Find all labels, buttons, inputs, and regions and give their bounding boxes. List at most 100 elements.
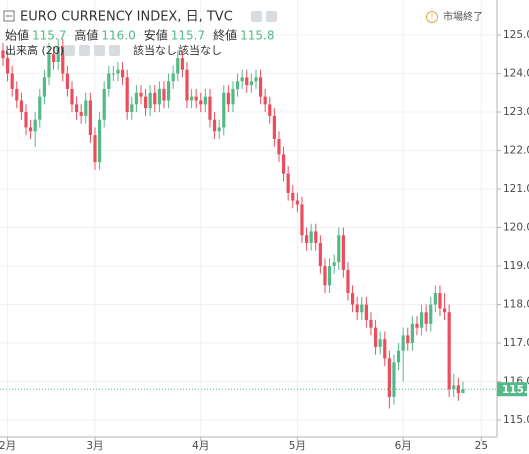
candle-body	[378, 339, 382, 347]
candle-body	[240, 77, 244, 82]
candle-body	[194, 96, 198, 101]
candle-body	[410, 323, 414, 344]
legend-label: 始値	[5, 28, 29, 43]
candle-body	[120, 69, 125, 78]
candle-body	[189, 96, 194, 101]
candle-body	[396, 350, 401, 363]
candle-body	[97, 119, 102, 163]
candle-body	[51, 54, 56, 62]
candle-body	[304, 235, 309, 243]
candle-body	[433, 293, 437, 305]
candle-body	[245, 77, 249, 86]
candle-body	[162, 88, 166, 101]
candle-body	[157, 88, 161, 105]
candle-body	[355, 304, 359, 313]
volume-remove-button[interactable]	[109, 45, 120, 56]
candle-body	[199, 100, 203, 105]
candle-body	[291, 192, 295, 201]
volume-settings-button[interactable]	[79, 45, 90, 56]
candle-body	[419, 312, 424, 328]
candle-body	[84, 100, 88, 116]
candle-body	[249, 81, 253, 86]
candle-body	[93, 135, 97, 163]
candle-body	[74, 104, 79, 113]
candle-body	[116, 69, 120, 74]
status-icon	[426, 11, 438, 23]
candle-body	[364, 304, 368, 320]
x-tick-label: 5月	[289, 440, 306, 452]
candle-body	[24, 112, 28, 128]
candle-body	[5, 58, 10, 74]
candle-body	[130, 104, 134, 113]
candle-body	[217, 127, 221, 132]
candle-body	[203, 96, 207, 105]
volume-value: 該当なし	[133, 43, 177, 57]
candle-body	[235, 81, 240, 89]
candle-body	[212, 119, 217, 132]
legend-value: 115.7	[171, 29, 205, 43]
candle-body	[208, 96, 212, 120]
candle-body	[346, 269, 350, 294]
candle-body	[38, 96, 42, 120]
candle-body	[254, 77, 258, 82]
candle-body	[452, 385, 456, 390]
candle-body	[332, 262, 336, 267]
volume-add-button[interactable]	[94, 45, 105, 56]
y-tick-label: 121.0	[503, 183, 529, 195]
candle-body	[56, 46, 60, 62]
y-tick-label: 118.0	[503, 299, 529, 311]
candle-body	[185, 69, 189, 101]
candle-body	[268, 104, 272, 116]
candle-body	[61, 46, 65, 74]
candle-body	[341, 235, 345, 270]
grid-layer	[0, 0, 497, 437]
candle-body	[42, 77, 46, 97]
candle-body	[231, 88, 235, 105]
y-tick-label: 123.0	[503, 106, 529, 118]
candle-body	[429, 304, 433, 324]
legend-value: 115.7	[32, 29, 66, 43]
collapse-icon[interactable]	[3, 10, 15, 22]
settings-button[interactable]	[266, 11, 277, 22]
candle-body	[438, 293, 442, 309]
candle-body	[350, 293, 355, 305]
last-price-box	[497, 382, 527, 397]
candle-body	[392, 362, 396, 397]
volume-eye-button[interactable]	[64, 45, 75, 56]
candle-body	[19, 100, 23, 113]
candle-body	[171, 73, 175, 82]
legend-label: 終値	[213, 28, 237, 43]
candle-body	[295, 200, 299, 205]
candle-body	[277, 138, 281, 155]
x-tick-label: 25	[475, 440, 488, 452]
candle-body	[263, 96, 267, 105]
market-status: 市場終了	[443, 10, 483, 23]
x-tick-label: 6月	[395, 440, 412, 452]
candle-body	[456, 385, 460, 394]
candle-body	[102, 88, 106, 120]
eye-button[interactable]	[251, 11, 262, 22]
candle-body	[272, 115, 276, 139]
legend-value: 116.0	[101, 29, 135, 43]
candle-body	[65, 73, 69, 89]
y-tick-label: 115.0	[503, 414, 529, 426]
candles	[0, 38, 497, 409]
candle-body	[318, 242, 322, 267]
candle-body	[286, 173, 290, 193]
y-tick-label: 122.0	[503, 145, 529, 157]
y-tick-label: 120.0	[503, 222, 529, 234]
candle-body	[166, 81, 171, 101]
candle-body	[70, 88, 74, 105]
candle-body	[139, 92, 143, 97]
candle-body	[176, 58, 180, 74]
candle-body	[383, 339, 387, 359]
candle-body	[387, 358, 391, 397]
y-tick-label: 119.0	[503, 260, 529, 272]
candle-body	[424, 312, 428, 324]
candle-body	[15, 88, 19, 101]
candle-body	[314, 231, 318, 243]
candle-body	[309, 231, 313, 243]
y-tick-label: 125.0	[503, 29, 529, 41]
candle-body	[134, 92, 138, 105]
candle-body	[10, 73, 14, 89]
